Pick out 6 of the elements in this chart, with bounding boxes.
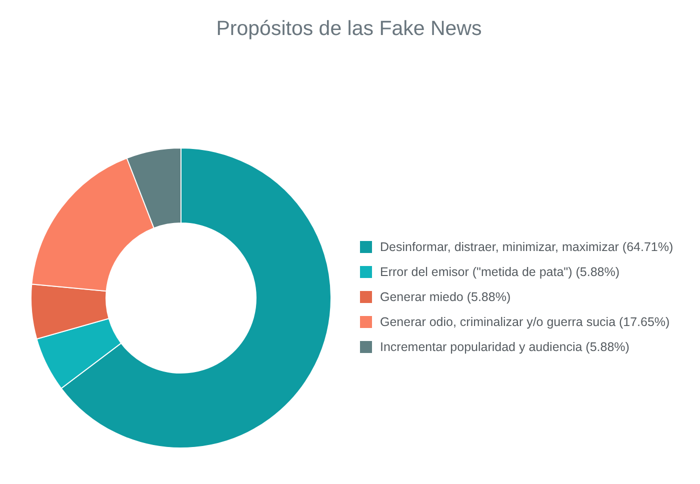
legend-label: Desinformar, distraer, minimizar, maximizar (64.71%) <box>380 240 674 254</box>
legend-label: Error del emisor ("metida de pata") (5.88%) <box>380 264 620 278</box>
chart-title: Propósitos de las Fake News <box>215 17 483 41</box>
legend-label: Generar odio, criminalizar y/o guerra sucia (17.65%) <box>380 314 670 328</box>
legend-label: Incrementar popularidad y audiencia (5.88%) <box>380 340 630 354</box>
legend-label: Generar miedo (5.88%) <box>380 290 511 304</box>
